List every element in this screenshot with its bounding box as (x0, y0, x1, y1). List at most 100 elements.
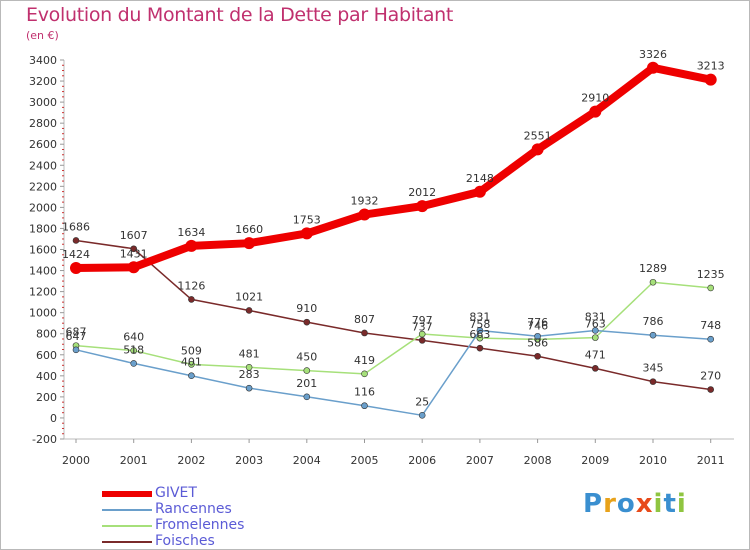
data-point-rancennes (707, 335, 715, 343)
series-lines (70, 61, 717, 419)
data-label-rancennes: 831 (585, 310, 606, 323)
data-label-fromelennes: 797 (412, 314, 433, 327)
data-label-rancennes: 401 (181, 356, 202, 369)
data-label-fromelennes: 758 (469, 318, 490, 331)
y-tick-label: 2600 (29, 138, 57, 151)
y-tick-label: 200 (36, 391, 57, 404)
data-point-givet (589, 105, 602, 118)
x-tick-label: 2007 (466, 454, 494, 467)
x-tick-label: 2001 (120, 454, 148, 467)
y-tick-label: 1400 (29, 265, 57, 278)
legend-swatch (102, 525, 152, 527)
data-label-givet: 3326 (639, 48, 667, 61)
data-point-rancennes (72, 346, 80, 354)
data-label-rancennes: 518 (123, 343, 144, 356)
data-point-givet (185, 239, 198, 252)
data-point-foisches (591, 365, 599, 372)
data-point-foisches (418, 337, 426, 344)
data-point-foisches (476, 344, 484, 352)
data-point-givet (473, 185, 486, 198)
data-point-fromelennes (245, 364, 253, 371)
data-label-foisches: 663 (469, 328, 490, 341)
data-point-givet (358, 208, 371, 221)
data-label-foisches: 270 (700, 370, 721, 383)
data-point-rancennes (418, 412, 426, 419)
data-label-foisches: 807 (354, 313, 375, 326)
y-tick-label: 2400 (29, 159, 57, 172)
data-label-fromelennes: 687 (66, 326, 87, 339)
series-line-givet (72, 63, 715, 273)
y-tick-label: 2800 (29, 117, 57, 130)
data-label-givet: 2551 (524, 129, 552, 142)
data-label-rancennes: 748 (700, 319, 721, 332)
data-point-fromelennes (303, 367, 311, 374)
data-label-foisches: 1686 (62, 220, 90, 233)
data-point-givet (416, 200, 429, 213)
data-label-givet: 1753 (293, 213, 321, 226)
chart-unit: (en €) (26, 29, 59, 42)
data-label-fromelennes: 1289 (639, 262, 667, 275)
data-point-givet (70, 262, 82, 275)
data-point-fromelennes (476, 334, 484, 342)
y-tick-label: 400 (36, 370, 57, 383)
x-tick-label: 2005 (351, 454, 379, 467)
data-point-fromelennes (188, 361, 195, 368)
x-tick-label: 2002 (177, 454, 205, 467)
data-label-rancennes: 25 (415, 395, 429, 408)
series-line-foisches (75, 239, 712, 391)
data-point-fromelennes (707, 284, 715, 292)
y-tick-label: 1000 (29, 307, 57, 320)
y-tick-label: 2000 (29, 201, 57, 214)
data-label-rancennes: 831 (469, 310, 490, 323)
y-tick-label: 2200 (29, 180, 57, 193)
data-label-foisches: 471 (585, 348, 606, 361)
data-label-givet: 2148 (466, 172, 494, 185)
data-label-givet: 1932 (351, 195, 379, 208)
y-tick-label: 600 (36, 349, 57, 362)
data-label-foisches: 910 (296, 302, 317, 315)
data-labels: 1424 1431 1634 1660 1753 1932 2012 2148 2551 2910… (62, 48, 725, 409)
data-point-rancennes (188, 372, 195, 380)
data-point-foisches (245, 307, 253, 314)
legend-swatch (102, 509, 152, 511)
series-line-rancennes (75, 329, 712, 417)
x-tick-label: 2008 (524, 454, 552, 467)
data-label-rancennes: 647 (66, 330, 87, 343)
y-tick-label: 1600 (29, 244, 57, 257)
x-tick-label: 2004 (293, 454, 321, 467)
data-point-rancennes (649, 331, 657, 339)
y-tick-label: 800 (36, 328, 57, 341)
y-tick-label: 0 (50, 412, 57, 425)
data-point-givet (127, 261, 140, 274)
data-label-rancennes: 786 (643, 315, 664, 328)
data-point-foisches (188, 296, 195, 303)
data-label-fromelennes: 450 (296, 351, 317, 364)
data-point-givet (647, 61, 659, 74)
legend-label: Rancennes (155, 501, 232, 517)
data-label-givet: 1424 (62, 248, 90, 261)
data-point-fromelennes (418, 330, 426, 338)
x-tick-label: 2006 (408, 454, 436, 467)
data-label-givet: 2012 (408, 186, 436, 199)
data-point-foisches (649, 378, 657, 385)
legend-swatch (102, 491, 152, 497)
data-label-fromelennes: 509 (181, 344, 202, 357)
data-label-fromelennes: 763 (585, 318, 606, 331)
data-point-givet (300, 227, 313, 240)
data-point-foisches (707, 386, 715, 393)
data-label-rancennes: 116 (354, 386, 375, 399)
legend-label: Fromelennes (155, 517, 245, 533)
data-label-foisches: 1607 (120, 229, 148, 242)
y-tick-label: 3400 (29, 54, 57, 67)
data-label-rancennes: 776 (527, 316, 548, 329)
data-label-foisches: 1021 (235, 290, 263, 303)
series-line-fromelennes (75, 281, 712, 375)
y-tick-label: 3000 (29, 96, 57, 109)
data-label-fromelennes: 481 (239, 347, 260, 360)
data-label-fromelennes: 640 (123, 331, 144, 344)
y-tick-label: -200 (32, 433, 57, 446)
legend-label: GIVET (155, 485, 197, 501)
data-label-fromelennes: 746 (527, 319, 548, 332)
data-label-rancennes: 201 (296, 377, 317, 390)
